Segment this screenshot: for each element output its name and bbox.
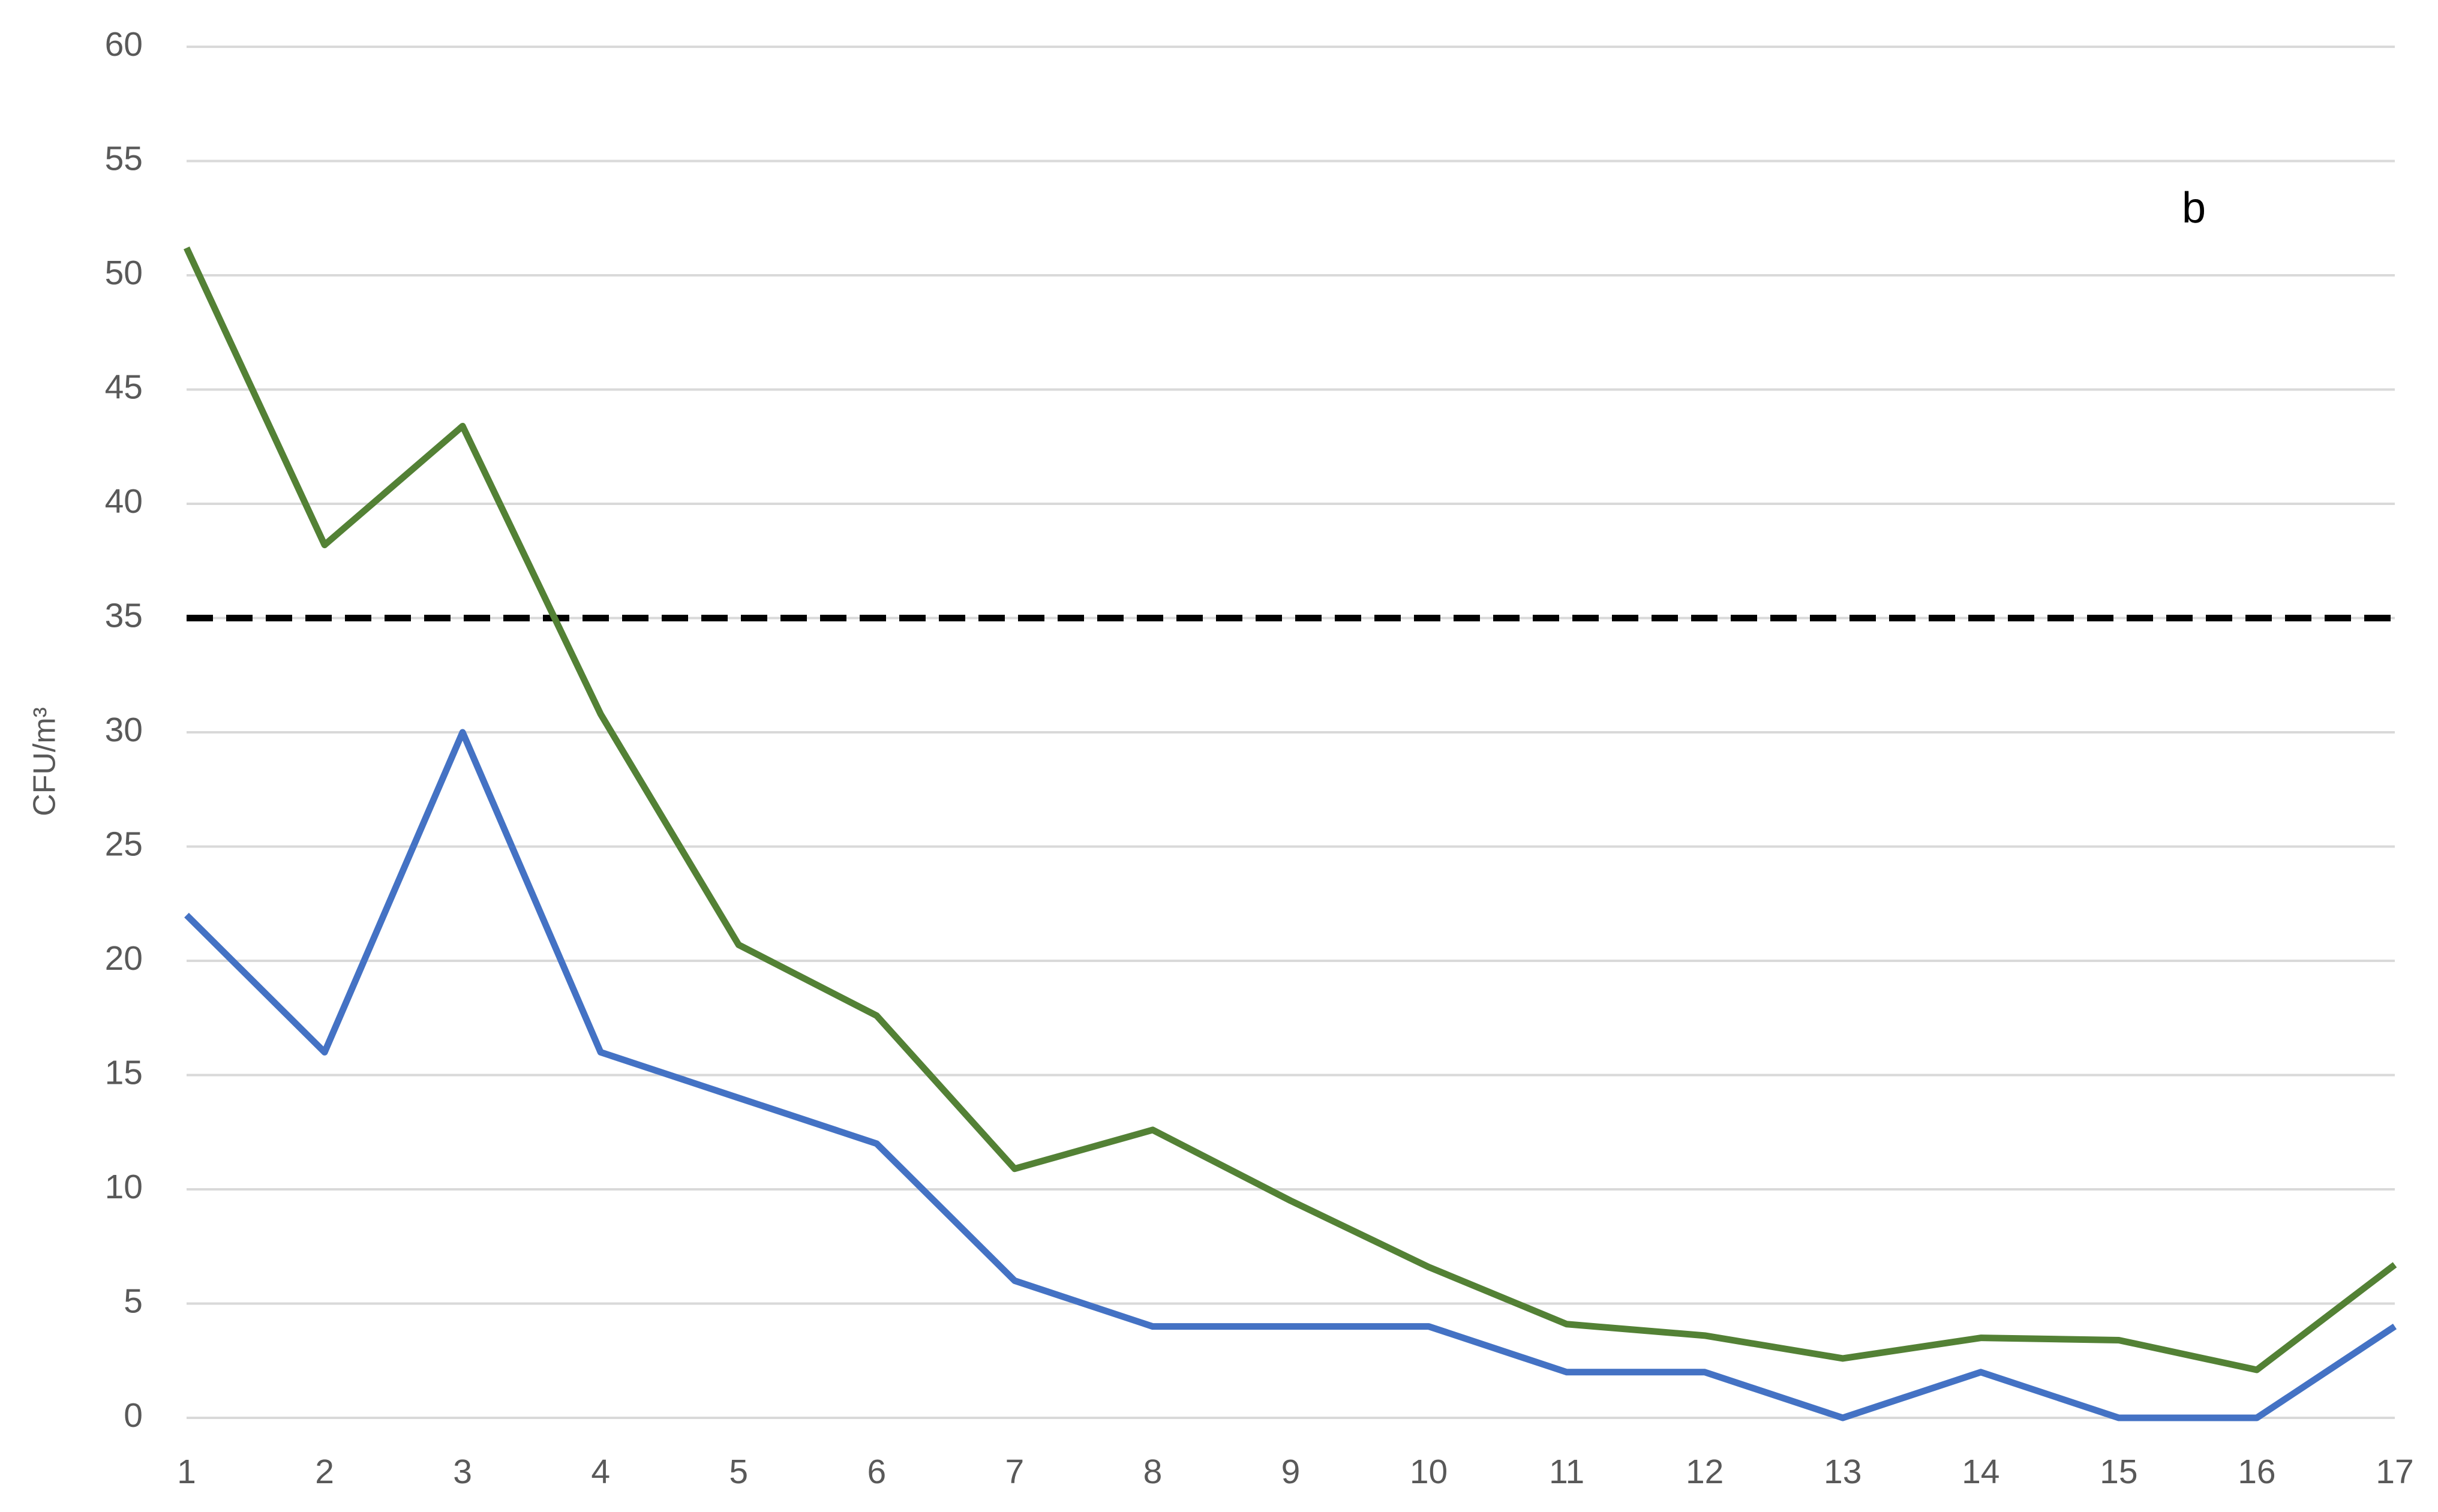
y-tick-label: 25 [105, 825, 143, 864]
x-tick-label: 14 [1962, 1453, 1999, 1491]
x-tick-label: 8 [1143, 1453, 1163, 1491]
y-tick-label: 15 [105, 1054, 143, 1092]
annotation: b [2182, 184, 2206, 232]
x-tick-label: 6 [867, 1453, 886, 1491]
y-tick-label: 60 [105, 25, 143, 64]
x-tick-label: 1 [177, 1453, 196, 1491]
y-axis-label: CFU/m³ [28, 707, 62, 816]
x-tick-label: 9 [1281, 1453, 1301, 1491]
y-tick-label: 40 [105, 482, 143, 521]
x-tick-label: 4 [591, 1453, 610, 1491]
y-tick-label: 0 [124, 1396, 143, 1435]
x-tick-label: 16 [2238, 1453, 2275, 1491]
data-line [184, 246, 2397, 1373]
y-tick-label: 30 [105, 711, 143, 749]
x-tick-label: 13 [1824, 1453, 1861, 1491]
y-tick-label: 45 [105, 368, 143, 407]
x-tick-label: 12 [1686, 1453, 1724, 1491]
data-line [184, 729, 2397, 1421]
y-tick-label: 10 [105, 1168, 143, 1206]
x-tick-label: 11 [1549, 1453, 1584, 1491]
y-tick-label: 55 [105, 140, 143, 178]
x-tick-label: 3 [453, 1453, 472, 1491]
y-tick-label: 20 [105, 939, 143, 978]
y-tick-label: 50 [105, 254, 143, 292]
x-tick-label: 5 [729, 1453, 748, 1491]
x-tick-label: 15 [2100, 1453, 2137, 1491]
y-tick-label: 35 [105, 597, 143, 635]
x-tick-label: 10 [1410, 1453, 1448, 1491]
y-tick-label: 5 [124, 1282, 143, 1321]
x-tick-label: 7 [1005, 1453, 1025, 1491]
x-tick-label: 2 [315, 1453, 334, 1491]
x-tick-label: 17 [2376, 1453, 2413, 1491]
